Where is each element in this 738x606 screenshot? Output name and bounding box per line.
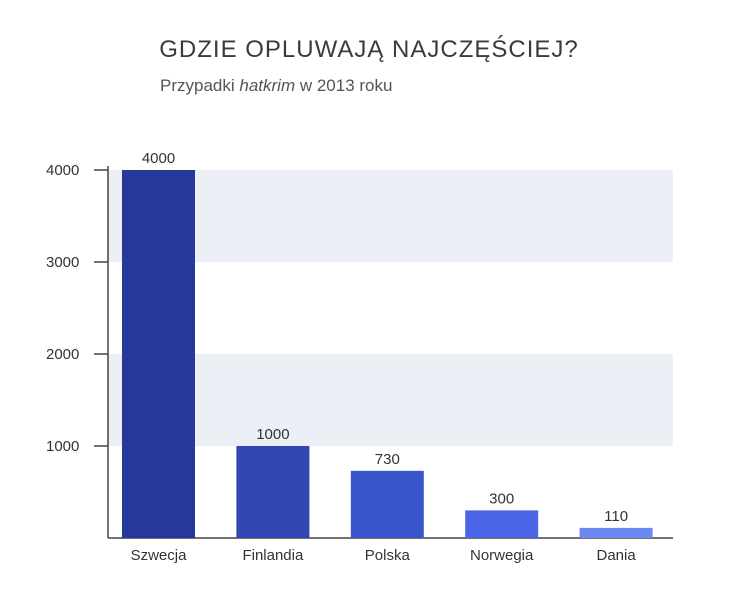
x-category-label: Polska: [365, 547, 411, 564]
grid-band: [108, 170, 673, 262]
bar-value-label: 1000: [256, 426, 289, 443]
bar-value-label: 4000: [142, 150, 175, 167]
subtitle-suffix: w 2013 roku: [295, 76, 393, 95]
bar: [465, 510, 539, 538]
bar-value-label: 110: [604, 508, 628, 525]
bar-value-label: 730: [375, 451, 400, 468]
chart-subtitle: Przypadki hatkrim w 2013 roku: [160, 76, 392, 96]
subtitle-prefix: Przypadki: [160, 76, 240, 95]
x-category-label: Szwecja: [131, 547, 188, 564]
bar: [236, 446, 310, 538]
x-category-label: Norwegia: [470, 547, 534, 564]
y-tick-label: 2000: [46, 346, 79, 363]
x-category-label: Dania: [596, 547, 636, 564]
bar-value-label: 300: [489, 490, 514, 507]
subtitle-italic: hatkrim: [239, 76, 296, 95]
chart-title: GDZIE OPLUWAJĄ NAJCZĘŚCIEJ?: [159, 36, 579, 63]
y-tick-label: 4000: [46, 162, 79, 179]
bar: [350, 470, 424, 538]
y-tick-label: 1000: [46, 438, 79, 455]
bar: [122, 170, 195, 538]
y-tick-label: 3000: [46, 254, 79, 271]
grid-band: [108, 354, 673, 446]
bar: [579, 527, 653, 538]
x-category-label: Finlandia: [242, 547, 304, 564]
